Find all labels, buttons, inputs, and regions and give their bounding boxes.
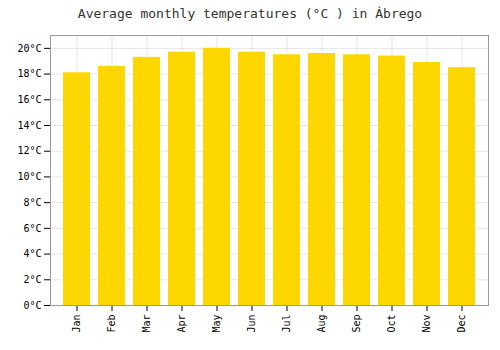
svg-text:2°C: 2°C bbox=[23, 274, 41, 285]
svg-text:Feb: Feb bbox=[106, 315, 117, 333]
svg-text:Dec: Dec bbox=[456, 315, 467, 333]
svg-text:Nov: Nov bbox=[421, 315, 432, 333]
svg-text:Aug: Aug bbox=[316, 315, 327, 333]
svg-text:Sep: Sep bbox=[351, 315, 362, 333]
svg-text:0°C: 0°C bbox=[23, 300, 41, 311]
svg-text:10°C: 10°C bbox=[17, 171, 41, 182]
svg-text:4°C: 4°C bbox=[23, 248, 41, 259]
svg-text:18°C: 18°C bbox=[17, 68, 41, 79]
svg-text:Jun: Jun bbox=[246, 315, 257, 333]
svg-text:May: May bbox=[211, 315, 222, 333]
svg-text:12°C: 12°C bbox=[17, 145, 41, 156]
svg-text:6°C: 6°C bbox=[23, 223, 41, 234]
svg-text:Mar: Mar bbox=[141, 315, 152, 333]
svg-text:14°C: 14°C bbox=[17, 120, 41, 131]
svg-text:8°C: 8°C bbox=[23, 197, 41, 208]
svg-text:16°C: 16°C bbox=[17, 94, 41, 105]
svg-text:Oct: Oct bbox=[386, 315, 397, 333]
svg-text:Jan: Jan bbox=[71, 315, 82, 333]
svg-text:Jul: Jul bbox=[281, 315, 292, 333]
html-text:Average monthly temperatures (: Average monthly temperatures (°C ) in Áb… bbox=[77, 6, 423, 21]
svg-text:Apr: Apr bbox=[176, 315, 187, 333]
svg-text:20°C: 20°C bbox=[17, 43, 41, 54]
